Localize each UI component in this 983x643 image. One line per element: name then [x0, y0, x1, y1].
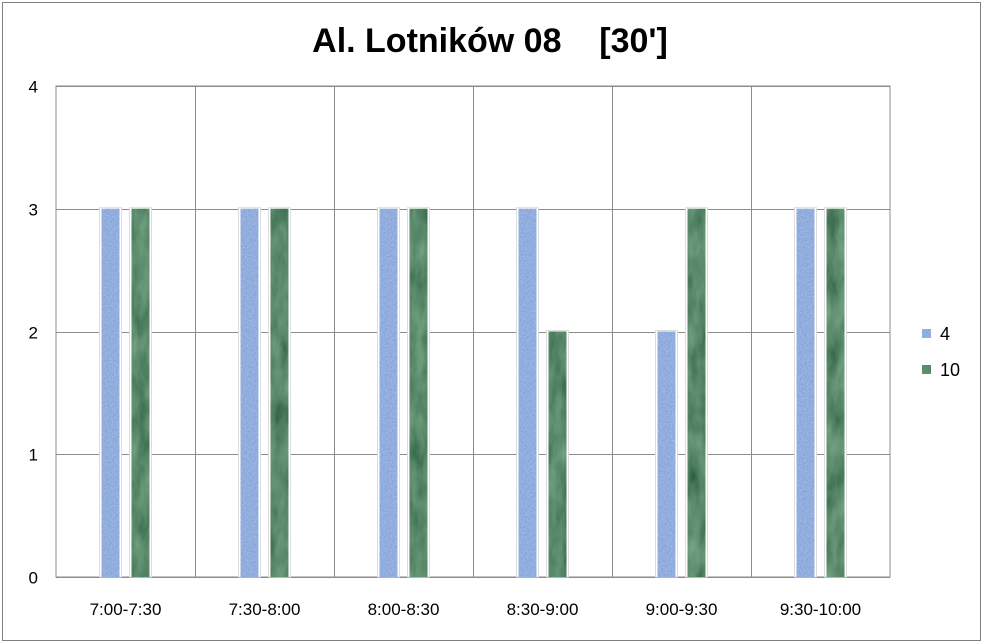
bar-series-4-9:00-9:30 — [657, 331, 676, 577]
bar-series-4-8:00-8:30 — [379, 208, 398, 577]
x-tick-label: 8:00-8:30 — [368, 600, 440, 619]
bar-series-10-9:30-10:00 — [826, 208, 845, 577]
x-tick-label: 7:30-8:00 — [229, 600, 301, 619]
bar-series-4-9:30-10:00 — [796, 208, 815, 577]
bar-series-10-8:00-8:30 — [409, 208, 428, 577]
x-axis-ticks: 7:00-7:30 7:30-8:00 8:00-8:30 8:30-9:00 9:00… — [90, 600, 862, 619]
bar-series-4-7:00-7:30 — [101, 208, 120, 577]
bar-series-10-8:30-9:00 — [548, 331, 567, 577]
y-tick-label: 0 — [29, 569, 38, 588]
legend-label-10: 10 — [940, 360, 960, 380]
grid — [55, 85, 891, 578]
x-tick-label: 7:00-7:30 — [90, 600, 162, 619]
y-tick-label: 4 — [29, 78, 38, 97]
bars — [99, 207, 847, 578]
legend-swatch-4 — [922, 329, 931, 338]
x-tick-label: 8:30-9:00 — [507, 600, 579, 619]
x-tick-label: 9:00-9:30 — [646, 600, 718, 619]
y-axis-ticks: 0 1 2 3 4 — [29, 78, 38, 588]
legend-label-4: 4 — [940, 324, 950, 344]
legend-swatch-10 — [922, 365, 931, 374]
bar-series-4-7:30-8:00 — [240, 208, 259, 577]
x-tick-label: 9:30-10:00 — [780, 600, 861, 619]
chart-title: Al. Lotników 08 [30'] — [312, 22, 668, 60]
legend: 4 10 — [922, 324, 960, 380]
bar-series-4-8:30-9:00 — [518, 208, 537, 577]
y-tick-label: 2 — [29, 324, 38, 343]
bar-series-10-9:00-9:30 — [687, 208, 706, 577]
bar-series-10-7:00-7:30 — [131, 208, 150, 577]
y-tick-label: 1 — [29, 446, 38, 465]
bar-series-10-7:30-8:00 — [270, 208, 289, 577]
y-tick-label: 3 — [29, 201, 38, 220]
